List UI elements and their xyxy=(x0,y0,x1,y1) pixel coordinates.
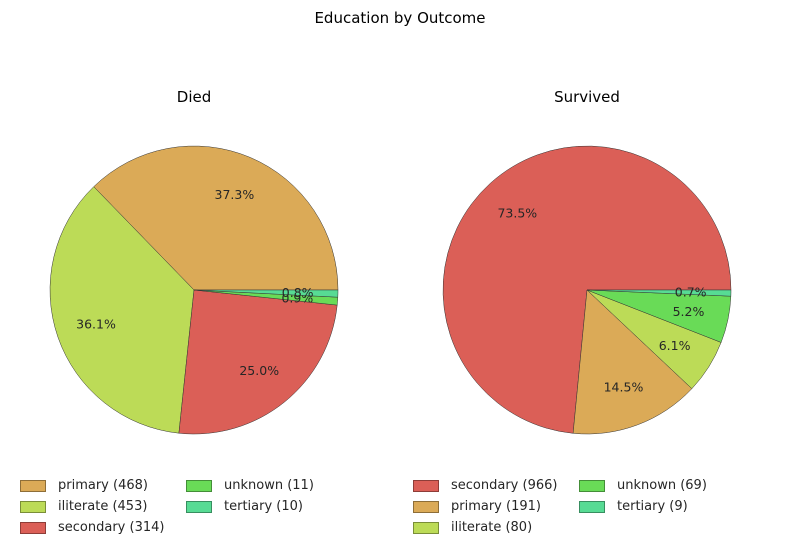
pct-label-died-tertiary: 0.8% xyxy=(282,285,314,300)
legend-swatch xyxy=(20,521,46,534)
legend-swatch xyxy=(186,500,212,513)
pct-label-died-primary: 37.3% xyxy=(215,187,255,202)
legend-swatch xyxy=(186,479,212,492)
legend-label: iliterate (453) xyxy=(58,499,148,514)
legend-died: primary (468) iliterate (453) secondary (3… xyxy=(20,478,340,540)
pct-label-died-secondary: 25.0% xyxy=(239,363,279,378)
pct-label-died-iliterate: 36.1% xyxy=(76,316,116,331)
legend-label: secondary (314) xyxy=(58,520,165,535)
legend-swatch xyxy=(413,521,439,534)
pie-slice-survived-tertiary xyxy=(586,289,732,297)
legend-item-died-secondary: secondary (314) xyxy=(20,520,164,535)
legend-label: tertiary (10) xyxy=(224,499,303,514)
legend-item-died-tertiary: tertiary (10) xyxy=(186,499,303,514)
figure-title: Education by Outcome xyxy=(314,9,485,27)
legend-swatch xyxy=(20,479,46,492)
legend-item-died-unknown: unknown (11) xyxy=(186,478,314,493)
legend-label: iliterate (80) xyxy=(451,520,533,535)
pie-died: 37.3%36.1%25.0%0.9%0.8% xyxy=(49,145,339,435)
legend-item-survived-iliterate: iliterate (80) xyxy=(413,520,532,535)
legend-label: primary (468) xyxy=(58,478,148,493)
legend-item-died-primary: primary (468) xyxy=(20,478,148,493)
pie-slice-died-primary xyxy=(93,145,339,291)
pie-title-died: Died xyxy=(177,88,211,106)
legend-label: primary (191) xyxy=(451,499,541,514)
legend-swatch xyxy=(413,500,439,513)
pct-label-survived-secondary: 73.5% xyxy=(497,206,537,221)
pct-label-survived-iliterate: 6.1% xyxy=(659,338,691,353)
legend-swatch xyxy=(20,500,46,513)
pie-slice-died-tertiary xyxy=(193,289,339,298)
pie-slice-survived-primary xyxy=(572,289,693,435)
legend-item-survived-tertiary: tertiary (9) xyxy=(579,499,688,514)
legend-label: unknown (11) xyxy=(224,478,314,493)
legend-survived: secondary (966) primary (191) iliterate (8… xyxy=(413,478,733,540)
pie-slice-died-iliterate xyxy=(49,186,195,434)
legend-label: secondary (966) xyxy=(451,478,558,493)
legend-label: unknown (69) xyxy=(617,478,707,493)
pie-slice-survived-secondary xyxy=(442,145,732,434)
legend-swatch xyxy=(579,479,605,492)
pct-label-survived-primary: 14.5% xyxy=(604,380,644,395)
pie-slice-died-secondary xyxy=(178,289,338,435)
legend-item-survived-primary: primary (191) xyxy=(413,499,541,514)
legend-item-survived-unknown: unknown (69) xyxy=(579,478,707,493)
pct-label-survived-tertiary: 0.7% xyxy=(675,285,707,300)
legend-swatch xyxy=(413,479,439,492)
pie-title-survived: Survived xyxy=(554,88,620,106)
pct-label-survived-unknown: 5.2% xyxy=(673,304,705,319)
legend-label: tertiary (9) xyxy=(617,499,688,514)
legend-item-survived-secondary: secondary (966) xyxy=(413,478,557,493)
legend-swatch xyxy=(579,500,605,513)
pie-survived: 73.5% 14.5% 6.1% 5.2% 0.7% xyxy=(442,145,732,435)
legend-item-died-iliterate: iliterate (453) xyxy=(20,499,147,514)
